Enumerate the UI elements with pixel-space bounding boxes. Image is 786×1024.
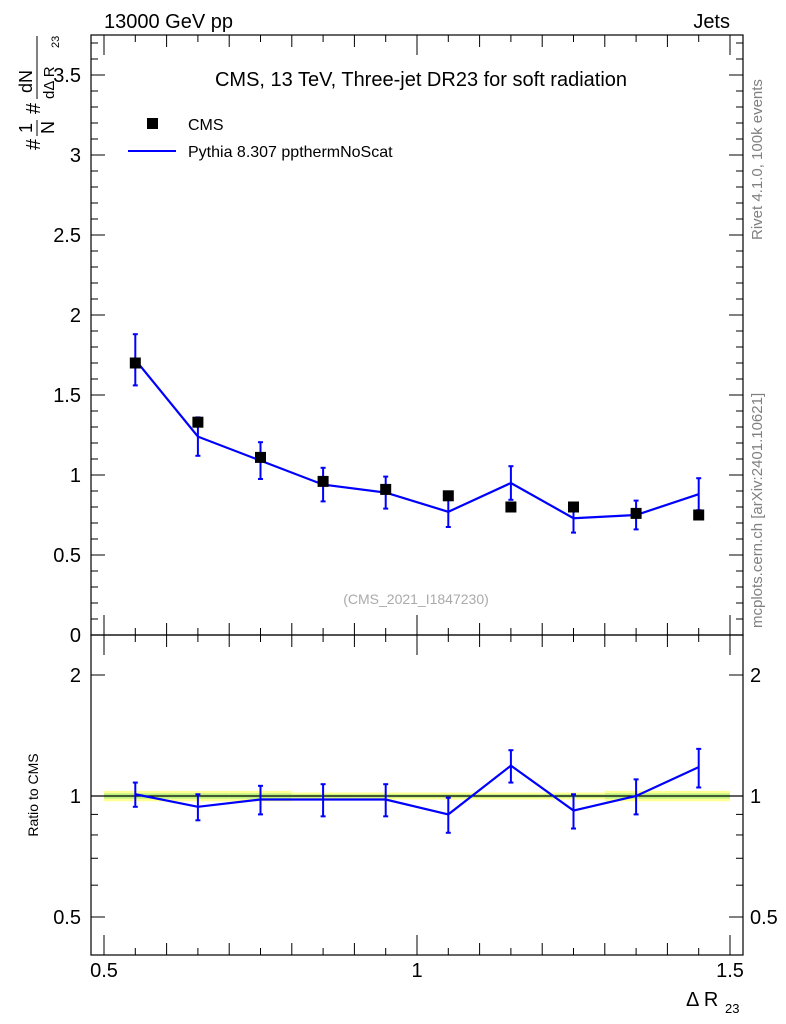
mc-line [134,359,700,520]
ratio-y-tick-label-right: 0.5 [750,907,778,929]
data-series-main [129,357,705,521]
x-axis-label-sub: 23 [725,1001,739,1016]
ratio-y-tick-label: 1 [70,786,81,808]
x-axis-ticks: 0.5 1 1.5 [90,35,744,982]
chart-title: CMS, 13 TeV, Three-jet DR23 for soft rad… [215,69,627,91]
data-point [192,416,204,428]
data-point [255,451,266,463]
ratio-line [135,764,700,816]
main-y-tick-label: 2 [70,305,81,327]
ylabel-sub: 23 [50,36,62,48]
main-axis-ticks: 0 0.5 1 1.5 2 2.5 3 3.5 [53,42,743,647]
ylabel-dN: dN [16,70,36,93]
data-point [693,509,705,521]
ylabel-hash-1: # [23,138,45,150]
data-point [442,490,454,502]
header-right: Jets [693,11,730,33]
mc-series-main [132,333,702,534]
data-point [568,501,579,513]
x-axis-label: Δ R [686,989,718,1011]
main-y-tick-label: 0 [70,625,81,647]
data-point [380,483,392,495]
ylabel-hash-2: # [23,102,45,114]
main-y-tick-label: 3 [70,145,81,167]
data-point [630,507,642,519]
ylabel-one: 1 [16,123,36,133]
ylabel-N: N [38,121,58,134]
ylabel-dDR: dΔ R [41,66,58,99]
mcplots-label: mcplots.cern.ch [arXiv:2401.10621] [749,393,766,628]
main-y-tick-label: 2.5 [53,225,81,247]
ratio-y-tick-label: 2 [70,665,81,687]
ratio-y-tick-label-right: 1 [750,786,761,808]
legend-cms-marker [147,118,158,129]
main-y-tick-label: 3.5 [53,65,81,87]
analysis-id: (CMS_2021_I1847230) [343,591,489,607]
data-point [505,501,517,513]
main-y-tick-label: 0.5 [53,545,81,567]
legend-mc-label: Pythia 8.307 ppthermNoScat [188,144,393,161]
main-y-tick-label: 1.5 [53,385,81,407]
data-point [317,475,329,487]
header-left: 13000 GeV pp [104,11,233,33]
ratio-y-tick-label: 0.5 [53,907,81,929]
ratio-axis-ticks: 0.5 0.5 1 1 2 2 [53,665,778,929]
x-tick-label: 0.5 [90,960,118,982]
data-point [129,357,141,369]
legend-cms-label: CMS [188,117,224,134]
x-tick-label: 1 [411,960,422,982]
ratio-y-tick-label-right: 2 [750,665,761,687]
mc-series-ratio [132,747,702,834]
ratio-y-axis-label: Ratio to CMS [25,753,41,836]
x-tick-label: 1.5 [716,960,744,982]
main-y-axis-label: # 1 N # dN dΔ R 23 [16,36,62,150]
main-y-tick-label: 1 [70,465,81,487]
rivet-label: Rivet 4.1.0, 100k events [749,79,766,240]
